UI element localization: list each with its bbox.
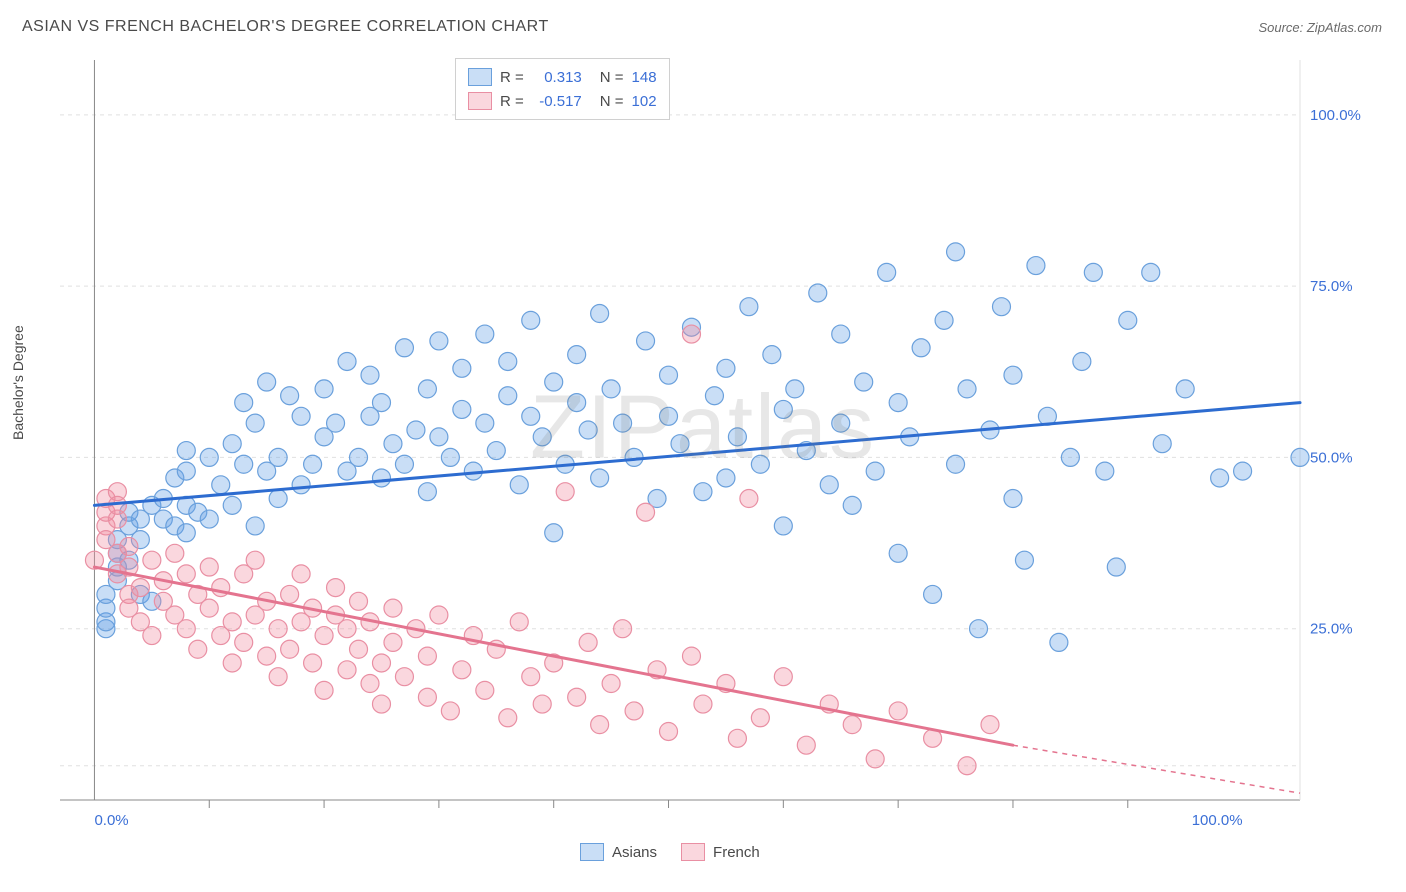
svg-text:75.0%: 75.0% <box>1310 278 1353 295</box>
legend-row-french: R = -0.517 N = 102 <box>468 89 657 113</box>
legend-item-asians: Asians <box>580 843 657 861</box>
svg-text:100.0%: 100.0% <box>1192 812 1243 829</box>
legend-row-asians: R = 0.313 N = 148 <box>468 65 657 89</box>
source-name: ZipAtlas.com <box>1307 20 1382 35</box>
svg-text:25.0%: 25.0% <box>1310 621 1353 638</box>
swatch-french-bottom <box>681 843 705 861</box>
source-prefix: Source: <box>1258 20 1306 35</box>
r-label: R = <box>500 93 524 110</box>
r-value-french: -0.517 <box>532 93 582 110</box>
n-label: N = <box>600 93 624 110</box>
swatch-asians-bottom <box>580 843 604 861</box>
svg-text:50.0%: 50.0% <box>1310 449 1353 466</box>
series-legend: Asians French <box>580 843 760 861</box>
swatch-asians <box>468 68 492 86</box>
scatter-plot: 0.0% 100.0% 25.0% 50.0% 75.0% 100.0% <box>50 50 1370 840</box>
chart-container: ASIAN VS FRENCH BACHELOR'S DEGREE CORREL… <box>0 0 1406 892</box>
legend-label-french: French <box>713 844 760 861</box>
n-label: N = <box>600 69 624 86</box>
legend-label-asians: Asians <box>612 844 657 861</box>
swatch-french <box>468 92 492 110</box>
r-label: R = <box>500 69 524 86</box>
n-value-french: 102 <box>632 93 657 110</box>
correlation-legend: R = 0.313 N = 148 R = -0.517 N = 102 <box>455 58 670 120</box>
n-value-asians: 148 <box>632 69 657 86</box>
source-attribution: Source: ZipAtlas.com <box>1258 20 1382 35</box>
r-value-asians: 0.313 <box>532 69 582 86</box>
svg-text:100.0%: 100.0% <box>1310 107 1361 124</box>
chart-title: ASIAN VS FRENCH BACHELOR'S DEGREE CORREL… <box>22 18 549 36</box>
svg-text:0.0%: 0.0% <box>94 812 128 829</box>
legend-item-french: French <box>681 843 760 861</box>
y-axis-label: Bachelor's Degree <box>10 325 26 440</box>
